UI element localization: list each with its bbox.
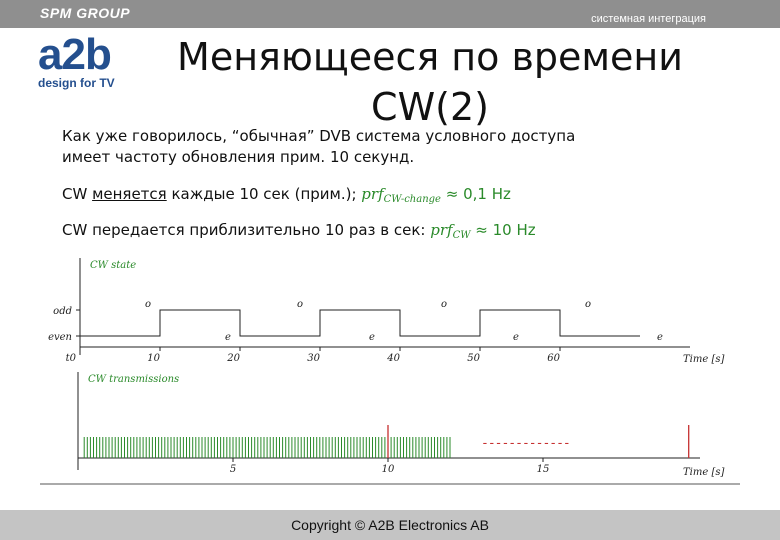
tx-y-label: CW transmissions <box>88 374 179 385</box>
copyright-text: Copyright © A2B Electronics AB <box>291 517 489 533</box>
state-ytick-label-even: even <box>48 332 72 343</box>
state-x-label: Time [s] <box>683 354 724 365</box>
state-xtick-label: 10 <box>147 353 160 364</box>
header-bar <box>0 0 780 28</box>
tx-xtick-label: 15 <box>537 464 550 475</box>
p2-symbol: prf <box>361 185 384 203</box>
p2-prefix: CW <box>62 185 93 203</box>
state-annotation: o <box>145 299 151 310</box>
state-annotation: e <box>369 332 375 343</box>
state-xtick-label: t0 <box>66 353 77 364</box>
company-tagline: системная интеграция <box>591 13 706 25</box>
state-annotation: o <box>585 299 591 310</box>
tx-xtick-label: 5 <box>230 464 236 475</box>
p2-value: ≈ 0,1 Hz <box>440 185 511 203</box>
state-xtick-label: 30 <box>307 353 320 364</box>
state-annotation: e <box>657 332 663 343</box>
state-xtick-label: 40 <box>386 353 400 364</box>
company-name: SPM GROUP <box>40 5 131 21</box>
paragraph-1-line-2: имеет частоту обновления прим. 10 секунд… <box>62 148 415 166</box>
tx-x-label: Time [s] <box>683 467 724 478</box>
timing-diagrams: CW state Time [s] even odd t0 10 20 30 40 50 60 o e o… <box>40 258 740 485</box>
state-annotation: o <box>297 299 303 310</box>
slide-title: Меняющееся по времени CW(2) <box>120 32 740 132</box>
logo-main-text: a2b <box>38 30 112 79</box>
state-xtick-label: 20 <box>226 353 240 364</box>
state-annotation: o <box>441 299 447 310</box>
p3-prefix: CW передается приблизительно 10 раз в се… <box>62 221 431 239</box>
footer-bar <box>0 510 780 540</box>
state-annotation: e <box>513 332 519 343</box>
a2b-logo: a2b design for TV <box>38 30 115 91</box>
state-annotation: e <box>225 332 231 343</box>
p3-value: ≈ 10 Hz <box>470 221 536 239</box>
p3-symbol: prf <box>430 221 453 239</box>
title-line-2: CW(2) <box>371 85 489 129</box>
p3-subscript: CW <box>452 230 471 241</box>
paragraph-3: CW передается приблизительно 10 раз в се… <box>62 220 536 246</box>
tx-xtick-label: 10 <box>382 464 395 475</box>
title-line-1: Меняющееся по времени <box>177 35 683 79</box>
state-ytick-label-odd: odd <box>53 306 72 317</box>
state-y-label: CW state <box>90 260 136 271</box>
state-step-line <box>80 309 640 337</box>
paragraph-1-line-1: Как уже говорилось, “обычная” DVB систем… <box>62 127 576 145</box>
paragraph-1: Как уже говорилось, “обычная” DVB систем… <box>62 126 575 168</box>
state-xtick-label: 60 <box>547 353 560 364</box>
p2-subscript: CW-change <box>383 194 441 205</box>
state-xtick-label: 50 <box>467 353 480 364</box>
p2-underlined: меняется <box>92 185 167 203</box>
paragraph-2: CW меняется каждые 10 сек (прим.); prfCW… <box>62 184 511 210</box>
tx-dashed-segment: ------------- <box>481 436 570 451</box>
logo-subtitle: design for TV <box>38 76 115 90</box>
p2-middle: каждые 10 сек (прим.); <box>166 185 362 203</box>
